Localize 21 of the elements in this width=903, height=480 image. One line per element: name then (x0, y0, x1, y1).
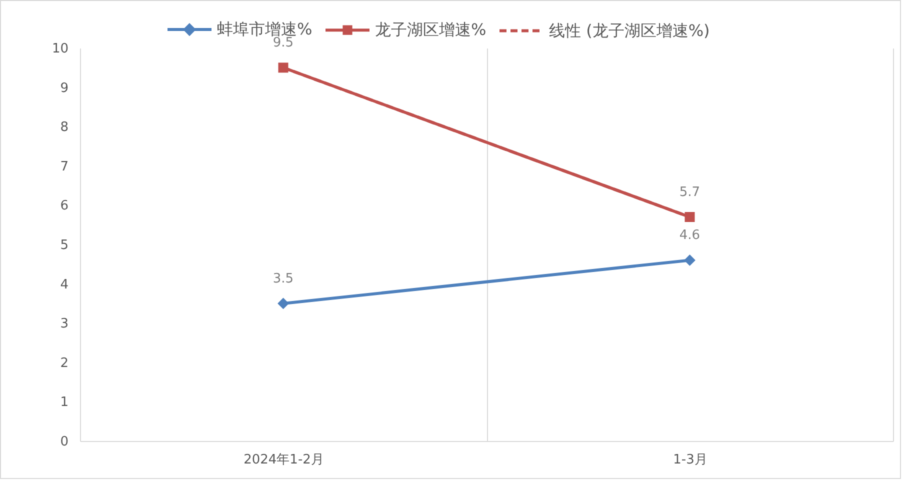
data-label: 9.5 (272, 36, 294, 51)
y-tick-label: 8 (60, 120, 68, 136)
data-label: 5.7 (679, 184, 700, 200)
point (684, 254, 696, 266)
y-tick-label: 6 (60, 198, 68, 214)
legend-label: 龙子湖区增速% (375, 20, 486, 40)
y-tick-label: 2 (60, 356, 68, 371)
y-tick-label: 7 (60, 159, 68, 174)
y-tick-label: 5 (60, 238, 68, 253)
y-tick-label: 3 (60, 316, 68, 332)
data-label: 4.6 (679, 228, 700, 244)
y-tick-label: 9 (60, 80, 68, 96)
legend-label: 线性 (龙子湖区增速%) (549, 20, 710, 40)
y-tick-label: 4 (60, 277, 68, 292)
x-tick-label: 2024年1-2月 (244, 452, 324, 468)
y-tick-label: 0 (60, 434, 68, 450)
point (278, 298, 289, 310)
y-tick-label: 1 (60, 395, 68, 410)
data-label: 3.5 (272, 271, 294, 286)
x-tick-label: 1-3月 (673, 452, 708, 468)
y-tick-label: 10 (52, 42, 68, 56)
